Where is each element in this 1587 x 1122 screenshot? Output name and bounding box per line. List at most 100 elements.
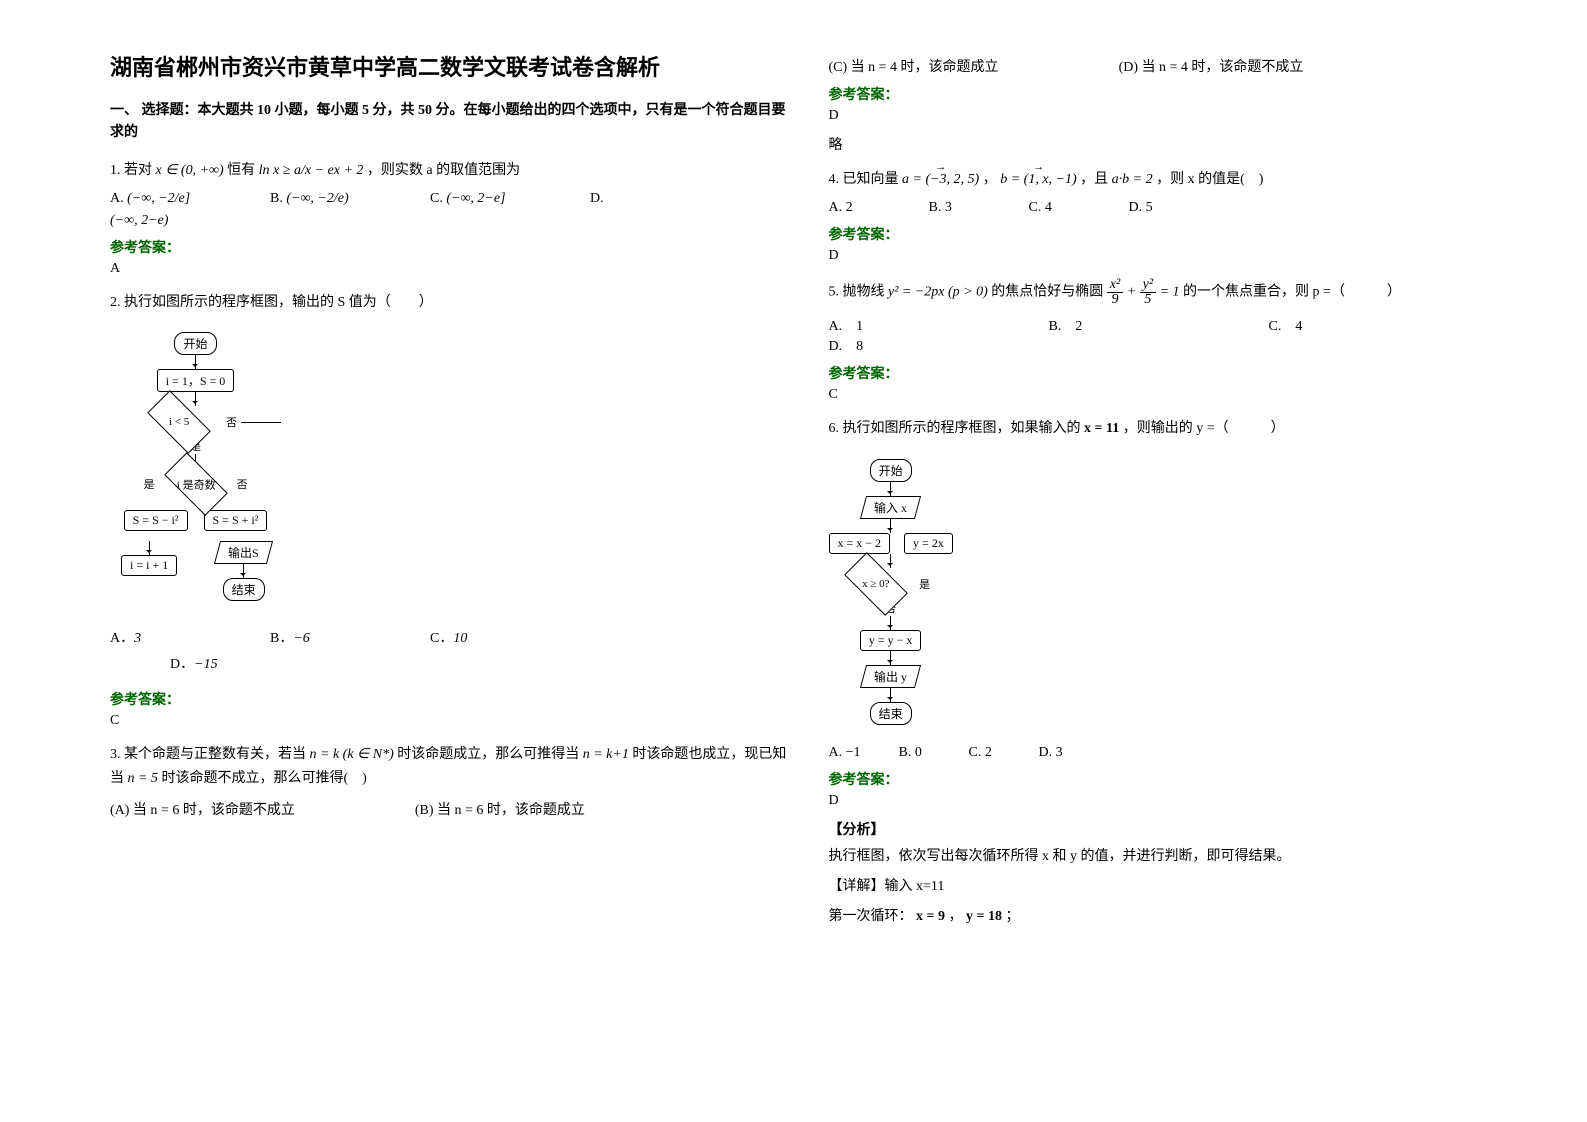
q5-frac1: x²9 <box>1107 278 1123 307</box>
q6-opt-c: C. 2 <box>969 745 1019 761</box>
fc-cond2-no: 否 <box>233 476 252 492</box>
q3-answer: D <box>829 108 1508 124</box>
q4-dot: a·b = 2 <box>1112 172 1153 187</box>
q2-opt-a: A．3 <box>110 627 230 647</box>
q4-options: A. 2 B. 3 C. 4 D. 5 <box>829 200 1508 216</box>
fc-out: 输出S <box>214 541 273 564</box>
q5-a: 5. 抛物线 <box>829 285 885 300</box>
q2-options: A．3 B．−6 C．10 <box>110 627 789 647</box>
q5-parab: y² = −2px (p > 0) <box>888 285 988 300</box>
q3-brief: 略 <box>829 134 1508 154</box>
q6-fc-end: 结束 <box>870 702 912 725</box>
q6-loop1-e: ； <box>1005 909 1019 924</box>
q5-c: 的一个焦点重合，则 p =（ ） <box>1183 285 1401 300</box>
q4-b: ，且 <box>1080 172 1108 187</box>
q6-fc-step2: y = y − x <box>860 630 922 651</box>
q3-opt-d: (D) 当 n = 4 时，该命题不成立 <box>1119 56 1304 76</box>
q6-fc-in: 输入 x <box>860 496 921 519</box>
fc-branch-left: S = S − i² <box>124 510 188 531</box>
q1-ineq: ln x ≥ a/x − ex + 2 <box>259 163 364 178</box>
q6-fc-start: 开始 <box>870 459 912 482</box>
q3-answer-label: 参考答案： <box>829 84 1508 104</box>
q1-opt-b: B. (−∞, −2/e) <box>270 191 390 207</box>
q5-answer-label: 参考答案： <box>829 363 1508 383</box>
fc-cond2: i 是奇数 <box>164 453 228 517</box>
q3-n5: n = 5 <box>128 771 158 786</box>
fc-init: i = 1，S = 0 <box>157 369 235 392</box>
q3-nk: n = k (k ∈ N*) <box>310 747 394 762</box>
q6-loop1-a: 第一次循环： <box>829 909 913 924</box>
question-5: 5. 抛物线 y² = −2px (p > 0) 的焦点恰好与椭圆 x²9 + … <box>829 278 1508 307</box>
q1-options: A. (−∞, −2/e] B. (−∞, −2/e) C. (−∞, 2−e]… <box>110 191 789 207</box>
page-title: 湖南省郴州市资兴市黄草中学高二数学文联考试卷含解析 <box>110 50 789 82</box>
q4-opt-b: B. 3 <box>929 200 989 216</box>
q5-opt-a: A. 1 <box>829 315 949 335</box>
question-3: 3. 某个命题与正整数有关，若当 n = k (k ∈ N*) 时该命题成立，那… <box>110 743 789 791</box>
q5-opt-d: D. 8 <box>829 335 949 355</box>
q6-b: ，则输出的 y =（ ） <box>1123 421 1285 436</box>
q5-opt-b: B. 2 <box>1049 315 1169 335</box>
q5-frac2: y²5 <box>1140 278 1156 307</box>
q3-b: 时该命题成立，那么可推得当 <box>397 747 579 762</box>
q1-stem-suffix: ，则实数 a 的取值范围为 <box>367 163 520 178</box>
q1-opt-a: A. (−∞, −2/e] <box>110 191 230 207</box>
q5-options: A. 1 B. 2 C. 4 D. 8 <box>829 315 1508 355</box>
q3-nk1: n = k+1 <box>583 747 629 762</box>
question-6: 6. 执行如图所示的程序框图，如果输入的 x = 11 ，则输出的 y =（ ） <box>829 417 1508 441</box>
q3-opt-a: (A) 当 n = 6 时，该命题不成立 <box>110 799 295 819</box>
q5-answer: C <box>829 387 1508 403</box>
q6-x11: x = 11 <box>1084 421 1119 436</box>
fc-end: 结束 <box>223 578 265 601</box>
fc-cond2-yes: 是 <box>140 476 159 492</box>
q6-analysis-h: 【分析】 <box>829 819 1508 839</box>
q6-flowchart: 开始 输入 x x = x − 2 y = 2x x ≥ 0? 是 否 y = … <box>829 459 953 725</box>
left-column: 湖南省郴州市资兴市黄草中学高二数学文联考试卷含解析 一、 选择题：本大题共 10… <box>90 50 809 1082</box>
q6-fc-step1: x = x − 2 <box>829 533 891 554</box>
q1-answer: A <box>110 261 789 277</box>
q4-comma: ， <box>983 172 997 187</box>
q4-answer-label: 参考答案： <box>829 224 1508 244</box>
q6-loop1: 第一次循环： x = 9 ， y = 18 ； <box>829 905 1508 925</box>
q1-stem-mid: 恒有 <box>227 163 255 178</box>
q6-loop1-y: y = 18 <box>966 909 1002 924</box>
q4-a: 4. 已知向量 <box>829 172 899 187</box>
q6-options: A. −1 B. 0 C. 2 D. 3 <box>829 745 1508 761</box>
q3-a: 3. 某个命题与正整数有关，若当 <box>110 747 306 762</box>
section-1-heading: 一、 选择题：本大题共 10 小题，每小题 5 分，共 50 分。在每小题给出的… <box>110 100 789 145</box>
fc-branch-right: S = S + i² <box>204 510 268 531</box>
q6-answer: D <box>829 793 1508 809</box>
fc-step: i = i + 1 <box>121 555 177 576</box>
q2-opt-c: C．10 <box>430 627 550 647</box>
q4-opt-a: A. 2 <box>829 200 889 216</box>
q1-opt-c: C. (−∞, 2−e] <box>430 191 550 207</box>
q5-b: 的焦点恰好与椭圆 <box>991 285 1103 300</box>
q6-analysis-t: 执行框图，依次写出每次循环所得 x 和 y 的值，并进行判断，即可得结果。 <box>829 845 1508 865</box>
q3-opt-b: (B) 当 n = 6 时，该命题成立 <box>415 799 585 819</box>
q1-opt-d: D. <box>590 191 710 207</box>
q3-options-row1: (A) 当 n = 6 时，该命题不成立 (B) 当 n = 6 时，该命题成立 <box>110 799 789 819</box>
q6-answer-label: 参考答案： <box>829 769 1508 789</box>
q2-flowchart: 开始 i = 1，S = 0 i < 5 否 是 是 i 是奇数 否 S = S… <box>110 332 281 601</box>
q4-opt-c: C. 4 <box>1029 200 1089 216</box>
fc-start: 开始 <box>174 332 216 355</box>
q4-vb: b = (1, x, −1) <box>1000 168 1076 192</box>
q6-fc-branch: y = 2x <box>904 533 953 554</box>
q3-opt-c: (C) 当 n = 4 时，该命题成立 <box>829 56 999 76</box>
q6-loop1-x: x = 9 <box>916 909 945 924</box>
fc-cond1-no: 否 <box>222 414 241 430</box>
q3-options-row2: (C) 当 n = 4 时，该命题成立 (D) 当 n = 4 时，该命题不成立 <box>829 56 1508 76</box>
q4-va: a = (−3, 2, 5) <box>902 168 979 192</box>
q6-loop1-c: ， <box>948 909 962 924</box>
q1-cond: x ∈ (0, +∞) <box>156 163 224 178</box>
q3-d: 时该命题不成立，那么可推得( ) <box>161 771 366 786</box>
q4-c: ，则 x 的值是( ) <box>1156 172 1263 187</box>
q2-answer-label: 参考答案： <box>110 689 789 709</box>
q6-fc-out: 输出 y <box>860 665 921 688</box>
q6-a: 6. 执行如图所示的程序框图，如果输入的 <box>829 421 1081 436</box>
q4-answer: D <box>829 248 1508 264</box>
q6-fc-yes: 是 <box>915 576 934 592</box>
q2-answer: C <box>110 713 789 729</box>
right-column: (C) 当 n = 4 时，该命题成立 (D) 当 n = 4 时，该命题不成立… <box>809 50 1528 1082</box>
q6-opt-b: B. 0 <box>899 745 949 761</box>
q5-eq: = 1 <box>1160 285 1180 300</box>
